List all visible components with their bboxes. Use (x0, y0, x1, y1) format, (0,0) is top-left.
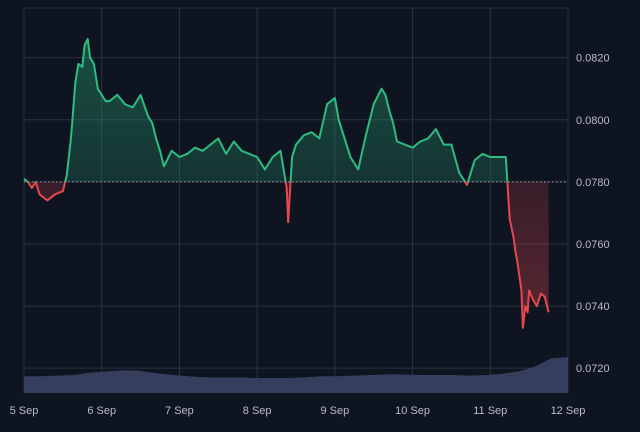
x-tick-label: 9 Sep (320, 405, 349, 417)
y-tick-label: 0.0740 (576, 301, 610, 313)
x-tick-label: 12 Sep (551, 405, 586, 417)
x-tick-label: 11 Sep (473, 405, 507, 417)
x-tick-label: 10 Sep (395, 405, 430, 417)
y-tick-label: 0.0760 (576, 239, 610, 251)
area-fill-above (24, 39, 508, 182)
y-tick-label: 0.0820 (576, 53, 610, 65)
price-area (24, 39, 549, 328)
y-tick-label: 0.0780 (576, 177, 610, 189)
volume-bars (24, 357, 568, 393)
grid (23, 7, 569, 393)
x-axis-ticks: 5 Sep 6 Sep 7 Sep 8 Sep 9 Sep 10 Sep 11 Sep 12 … (10, 405, 586, 417)
y-axis-ticks: 0.0820 0.0800 0.0780 0.0760 0.0740 0.0720 (576, 53, 610, 375)
x-tick-label: 5 Sep (10, 405, 39, 417)
y-tick-label: 0.0720 (576, 363, 610, 375)
price-line-up (23, 38, 509, 182)
price-line (23, 38, 550, 329)
x-tick-label: 7 Sep (165, 405, 194, 417)
volume-area (24, 357, 568, 393)
price-line-down (26, 181, 550, 329)
x-tick-label: 8 Sep (243, 405, 272, 417)
y-tick-label: 0.0800 (576, 115, 610, 127)
x-tick-label: 6 Sep (87, 405, 116, 417)
